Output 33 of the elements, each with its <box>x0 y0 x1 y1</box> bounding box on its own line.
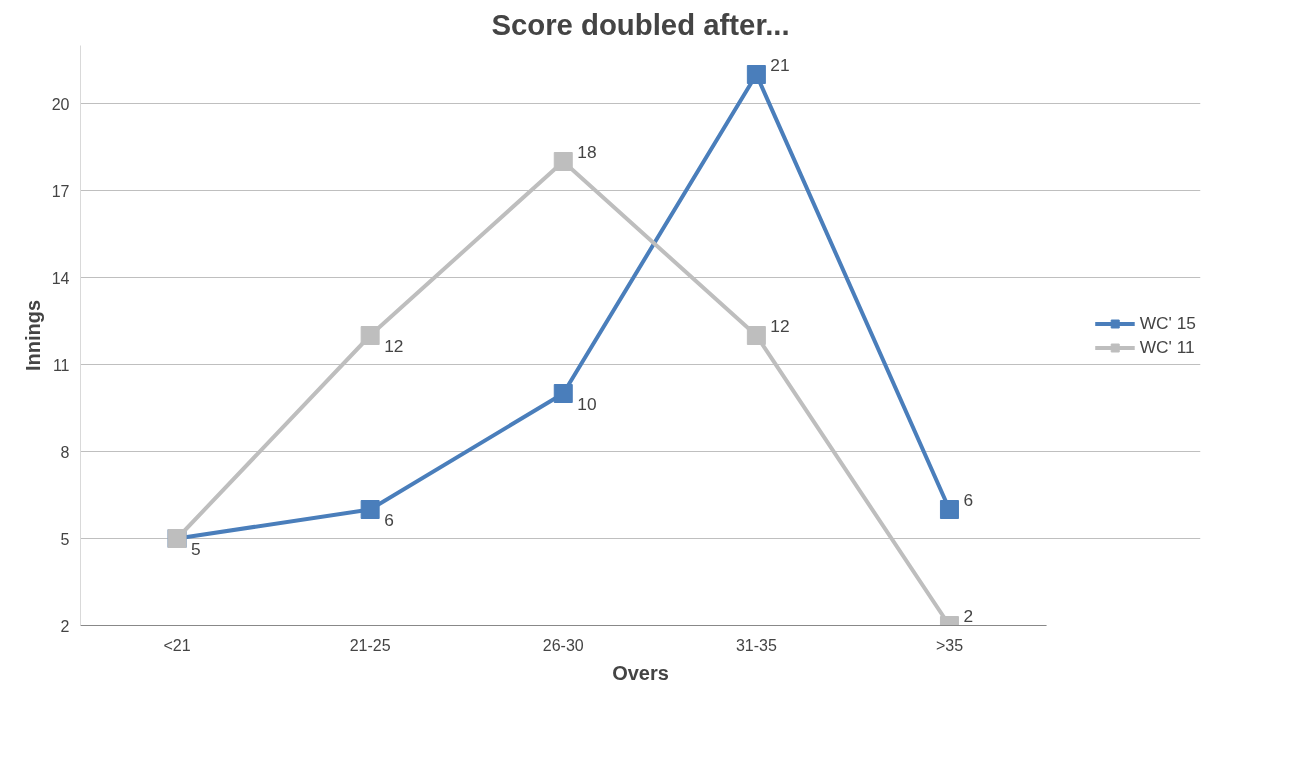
data-label: 12 <box>384 335 404 356</box>
data-label: 5 <box>191 538 201 559</box>
y-tick-label: 11 <box>52 356 70 374</box>
x-tick-label: 21-25 <box>349 636 391 654</box>
data-label: 6 <box>963 489 974 510</box>
point <box>360 326 380 345</box>
data-label: 18 <box>577 141 597 162</box>
legend-label: WC' 11 <box>1139 336 1195 358</box>
point <box>939 500 959 519</box>
point <box>746 65 766 84</box>
x-tick-label: 26-30 <box>542 636 584 654</box>
x-axis-title: Overs <box>612 661 669 684</box>
y-tick-label: 17 <box>51 182 70 200</box>
point <box>360 500 380 519</box>
legend-label: WC' 15 <box>1139 312 1196 334</box>
y-tick-label: 14 <box>51 269 70 287</box>
point <box>746 326 766 345</box>
data-label: 21 <box>770 54 790 75</box>
data-label: 2 <box>963 605 974 626</box>
data-label: 10 <box>577 393 597 414</box>
data-label: 6 <box>384 509 394 530</box>
y-axis-title: Innings <box>21 299 44 372</box>
chart-title: Score doubled after... <box>491 7 790 41</box>
point <box>553 384 573 403</box>
x-tick-label: >35 <box>935 636 964 654</box>
y-tick-label: 2 <box>60 617 70 635</box>
point <box>553 152 573 171</box>
data-label: 12 <box>770 315 790 336</box>
y-tick-label: 20 <box>51 95 70 113</box>
y-tick-label: 8 <box>60 443 70 461</box>
y-tick-label: 5 <box>60 530 70 548</box>
x-tick-label: <21 <box>163 636 191 654</box>
x-tick-label: 31-35 <box>735 636 777 654</box>
